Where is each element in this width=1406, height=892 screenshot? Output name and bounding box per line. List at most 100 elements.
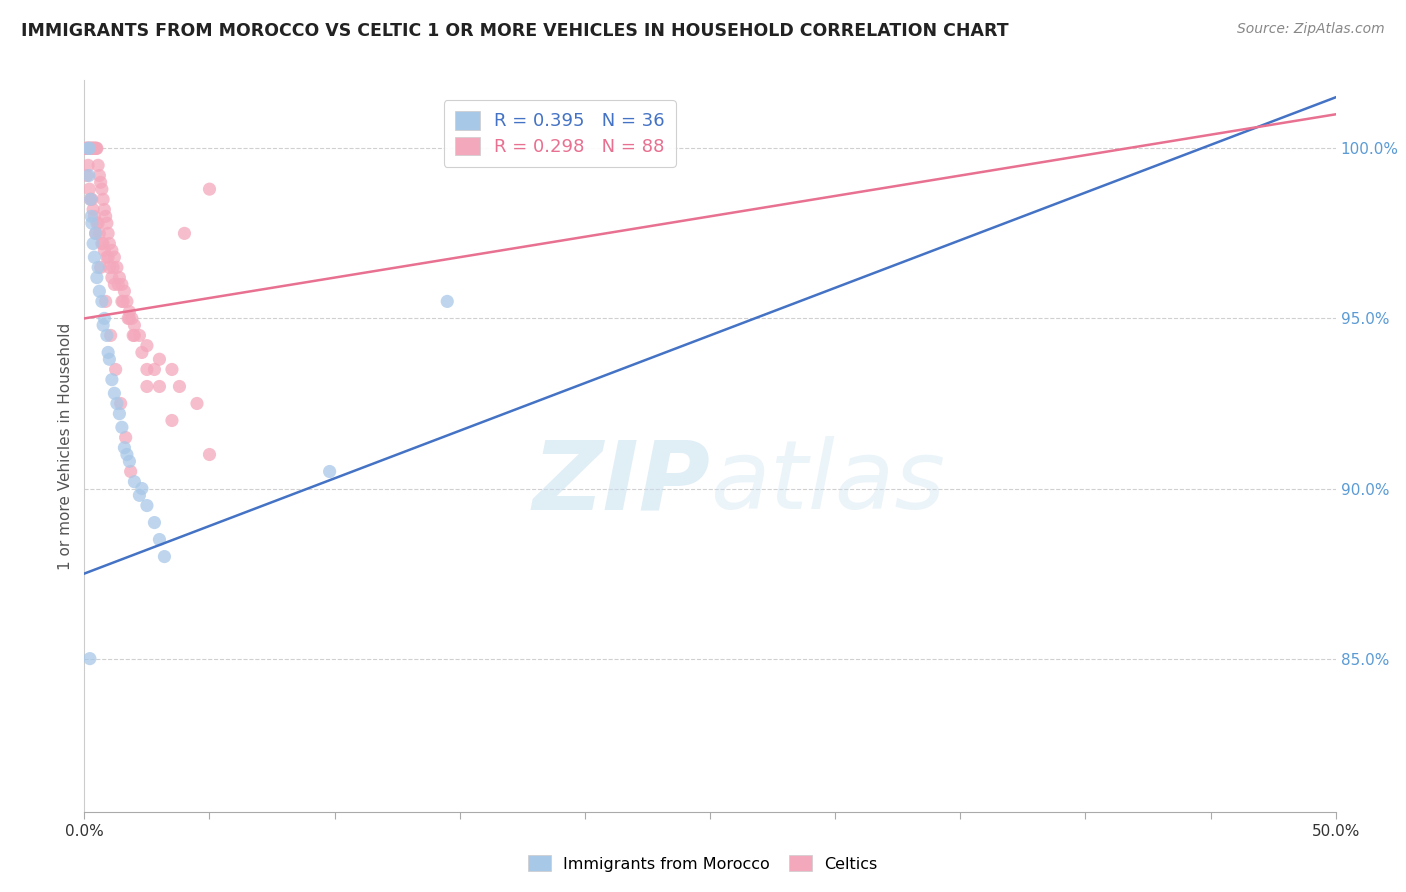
- Point: [90, 236, 112, 251]
- Point: [136, 499, 159, 513]
- Point: [84, 227, 107, 241]
- Point: [100, 328, 122, 343]
- Y-axis label: 1 or more Vehicles in Household: 1 or more Vehicles in Household: [58, 322, 73, 570]
- Point: [160, 362, 183, 376]
- Point: [115, 294, 138, 309]
- Point: [153, 549, 176, 564]
- Point: [80, 141, 103, 155]
- Point: [79, 651, 101, 665]
- Point: [111, 420, 134, 434]
- Point: [105, 260, 128, 275]
- Point: [90, 182, 112, 196]
- Point: [148, 379, 170, 393]
- Point: [77, 141, 100, 155]
- Point: [96, 216, 118, 230]
- Point: [111, 294, 134, 309]
- Point: [98, 260, 121, 275]
- Point: [79, 192, 101, 206]
- Point: [91, 192, 114, 206]
- Point: [89, 169, 111, 183]
- Point: [98, 236, 121, 251]
- Point: [90, 294, 112, 309]
- Point: [94, 210, 117, 224]
- Point: [82, 141, 104, 155]
- Point: [122, 328, 145, 343]
- Point: [96, 328, 118, 343]
- Point: [80, 210, 103, 224]
- Point: [93, 244, 115, 258]
- Point: [82, 202, 104, 217]
- Point: [143, 362, 166, 376]
- Point: [117, 311, 139, 326]
- Point: [96, 250, 118, 264]
- Point: [79, 182, 101, 196]
- Point: [136, 338, 159, 352]
- Point: [101, 270, 124, 285]
- Point: [131, 345, 153, 359]
- Point: [97, 250, 120, 264]
- Point: [87, 158, 110, 172]
- Point: [118, 311, 141, 326]
- Point: [112, 441, 135, 455]
- Point: [89, 227, 111, 241]
- Point: [128, 488, 150, 502]
- Point: [136, 362, 159, 376]
- Point: [160, 413, 183, 427]
- Point: [76, 141, 98, 155]
- Point: [110, 396, 132, 410]
- Point: [108, 270, 131, 285]
- Text: Source: ZipAtlas.com: Source: ZipAtlas.com: [1237, 22, 1385, 37]
- Point: [169, 379, 191, 393]
- Point: [101, 260, 124, 275]
- Text: ZIP: ZIP: [531, 436, 710, 529]
- Point: [98, 352, 121, 367]
- Point: [83, 141, 105, 155]
- Point: [83, 250, 105, 264]
- Point: [82, 141, 104, 155]
- Point: [86, 270, 108, 285]
- Point: [103, 386, 125, 401]
- Point: [148, 533, 170, 547]
- Point: [97, 345, 120, 359]
- Point: [198, 182, 221, 196]
- Point: [108, 407, 131, 421]
- Point: [76, 169, 98, 183]
- Point: [318, 465, 340, 479]
- Point: [77, 141, 100, 155]
- Point: [80, 192, 103, 206]
- Point: [86, 141, 108, 155]
- Point: [89, 284, 111, 298]
- Point: [105, 396, 128, 410]
- Point: [79, 141, 101, 155]
- Point: [124, 318, 146, 333]
- Point: [79, 141, 101, 155]
- Point: [75, 141, 97, 155]
- Point: [79, 141, 101, 155]
- Point: [107, 277, 129, 292]
- Point: [84, 227, 107, 241]
- Point: [186, 396, 208, 410]
- Point: [121, 311, 143, 326]
- Point: [93, 202, 115, 217]
- Point: [91, 236, 114, 251]
- Point: [112, 284, 135, 298]
- Point: [90, 175, 112, 189]
- Point: [76, 141, 98, 155]
- Point: [77, 169, 100, 183]
- Point: [84, 141, 107, 155]
- Point: [79, 141, 101, 155]
- Point: [86, 216, 108, 230]
- Point: [87, 216, 110, 230]
- Point: [198, 448, 221, 462]
- Point: [79, 192, 101, 206]
- Point: [97, 227, 120, 241]
- Point: [77, 141, 100, 155]
- Point: [148, 352, 170, 367]
- Point: [93, 311, 115, 326]
- Point: [104, 362, 127, 376]
- Point: [91, 318, 114, 333]
- Point: [143, 516, 166, 530]
- Point: [80, 216, 103, 230]
- Point: [136, 379, 159, 393]
- Point: [111, 277, 134, 292]
